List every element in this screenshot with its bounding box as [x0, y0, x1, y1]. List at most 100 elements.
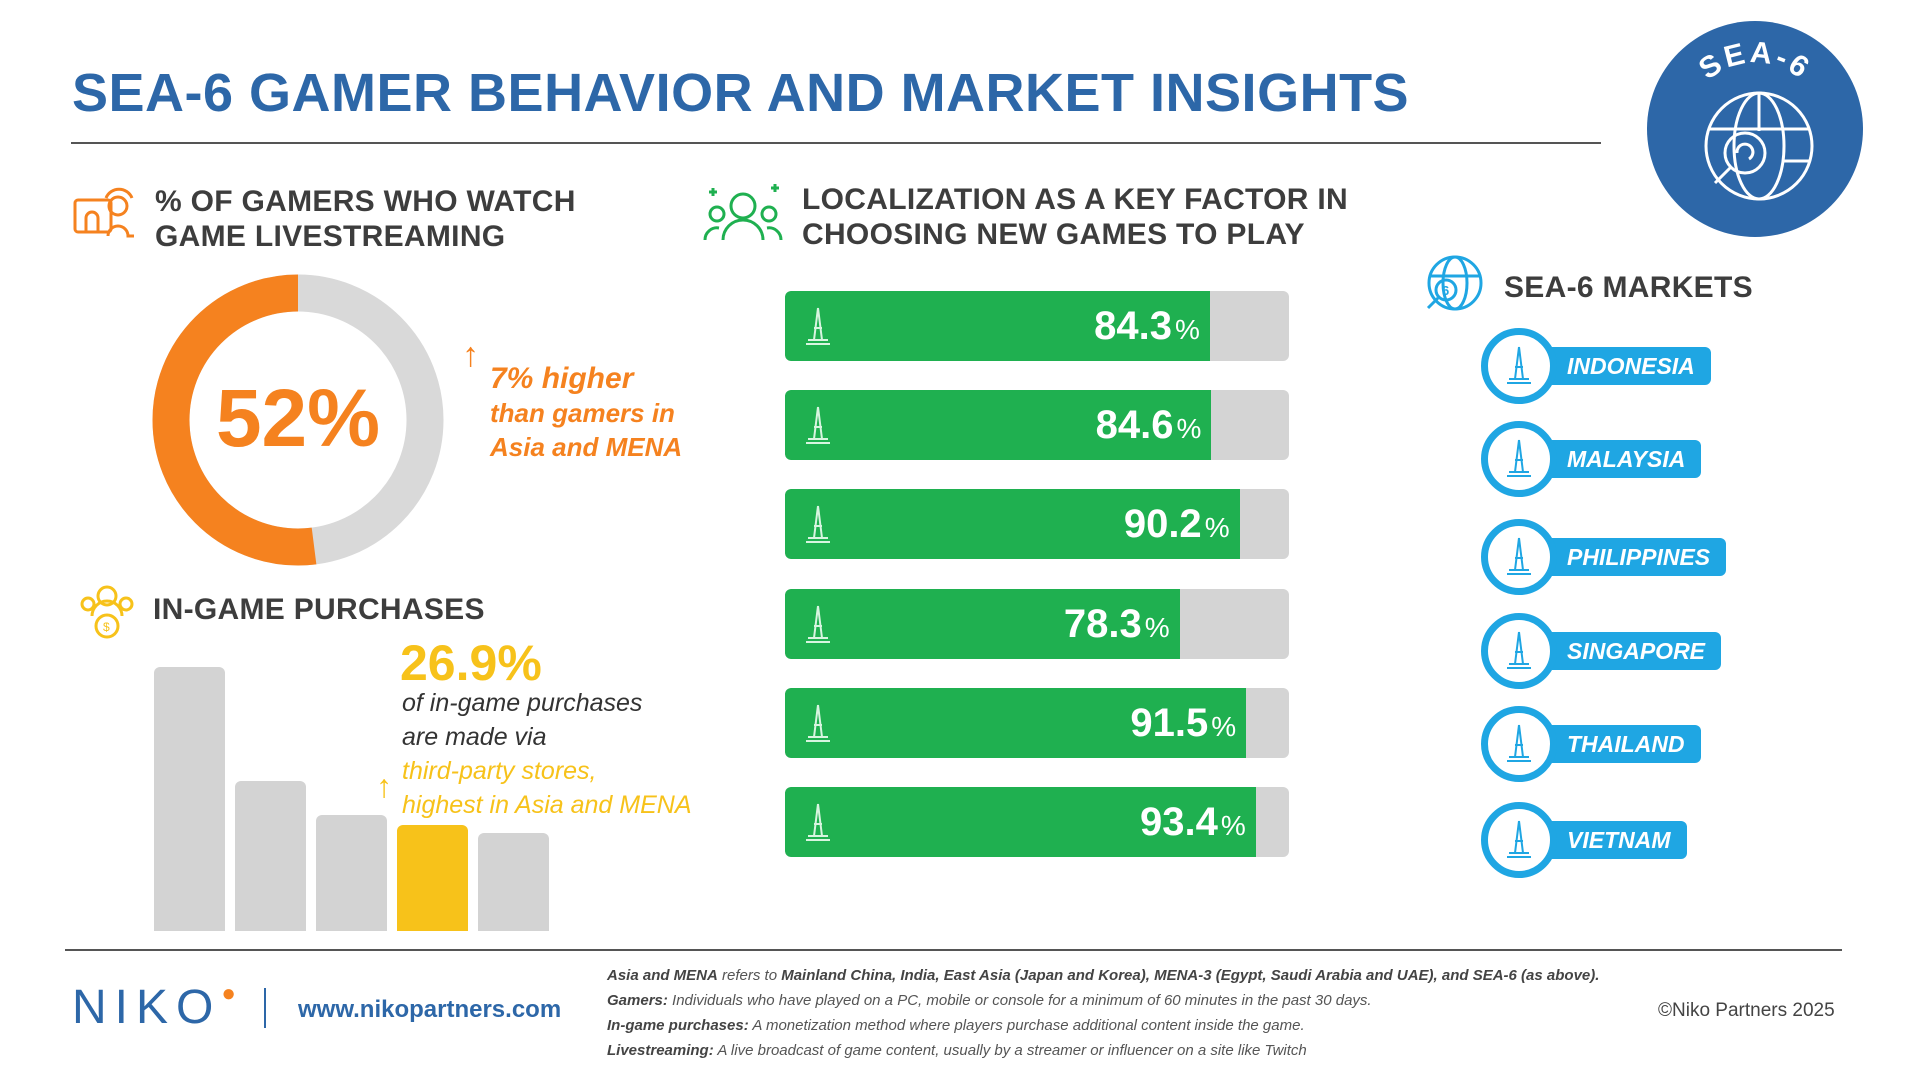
marina-bay-sands-icon [1481, 613, 1557, 689]
purchases-bar [235, 780, 306, 931]
footer-note: Gamers: Individuals who have played on a… [607, 992, 1372, 1009]
pagoda-icon [1481, 802, 1557, 878]
market-label: PHILIPPINES [1531, 538, 1727, 576]
livestream-icon [73, 187, 134, 238]
value-number: 84.3 [1094, 304, 1172, 348]
shrine-icon [1481, 519, 1557, 595]
purchases-note-line: are made via [402, 723, 547, 751]
market-label: INDONESIA [1531, 347, 1711, 385]
value-number: 90.2 [1123, 502, 1202, 547]
logo-dot: ● [221, 980, 244, 1007]
footer-divider [65, 949, 1842, 951]
sea6-globe-icon: SEA-6 [1647, 21, 1863, 237]
note-term: In-game purchases: [607, 1017, 749, 1034]
market-label: MALAYSIA [1531, 440, 1702, 478]
marina-bay-sands-icon [806, 605, 830, 643]
localization-bar-fill [785, 489, 1240, 560]
purchases-value: 26.9% [400, 635, 542, 691]
percent-sign: % [1220, 810, 1246, 841]
title-divider [71, 142, 1601, 144]
livestream-note-line: Asia and MENA [490, 432, 683, 462]
pagoda-icon [806, 803, 830, 841]
monas-icon [1481, 328, 1557, 404]
note-text: Individuals who have played on a PC, mob… [667, 992, 1372, 1009]
localization-bar-thailand: 91.5% [785, 687, 1289, 758]
livestream-value: 52% [215, 373, 381, 464]
up-arrow-icon: ↑ [462, 336, 479, 374]
percent-sign: % [1144, 611, 1170, 643]
purchases-bar-highlight [397, 825, 468, 931]
localization-bar-philippines: 90.2% [785, 489, 1289, 560]
localization-bar-vietnam: 93.4% [785, 787, 1289, 857]
localization-bar-fill [785, 588, 1180, 659]
page-title: SEA-6 GAMER BEHAVIOR AND MARKET INSIGHTS [72, 63, 1410, 123]
localization-value: 93.4% [785, 787, 1256, 857]
purchases-note: of in-game purchases are made via third-… [402, 686, 692, 822]
note-text: refers to [717, 967, 782, 984]
footer-note: Livestreaming: A live broadcast of game … [607, 1042, 1307, 1059]
people-speech-icon [703, 184, 783, 241]
localization-heading: LOCALIZATION AS A KEY FACTOR IN CHOOSING… [802, 182, 1348, 252]
purchases-note-highlight: highest in Asia and MENA [402, 791, 692, 819]
livestream-heading-line1: % OF GAMERS WHO WATCH [155, 185, 576, 218]
purchases-note-highlight: third-party stores, [402, 757, 597, 785]
localization-bar-fill [785, 687, 1247, 758]
petronas-towers-icon [1481, 421, 1557, 497]
localization-bar-fill [785, 291, 1210, 361]
note-term: Livestreaming: [607, 1042, 714, 1059]
livestream-note-highlight: 7% higher [490, 362, 634, 395]
svg-text:$: $ [103, 620, 110, 634]
footer-note: In-game purchases: A monetization method… [607, 1017, 1305, 1034]
localization-bar-fill [785, 390, 1212, 461]
niko-logo-text: NIKO [72, 981, 222, 1034]
livestream-note-line: than gamers in [490, 398, 675, 428]
logo-separator [264, 988, 266, 1028]
market-label: SINGAPORE [1531, 632, 1722, 670]
localization-value: 90.2% [785, 489, 1240, 559]
livestream-heading-line2: GAME LIVESTREAMING [155, 220, 506, 253]
localization-heading-line1: LOCALIZATION AS A KEY FACTOR IN [802, 183, 1348, 216]
localization-value: 84.6% [785, 390, 1211, 460]
localization-bar-singapore: 78.3% [785, 588, 1289, 659]
wat-arun-icon [1481, 706, 1557, 782]
percent-sign: % [1211, 710, 1237, 742]
livestream-heading: % OF GAMERS WHO WATCH GAME LIVESTREAMING [155, 184, 576, 254]
percent-sign: % [1176, 413, 1202, 445]
value-number: 91.5 [1130, 700, 1209, 745]
localization-heading-line2: CHOOSING NEW GAMES TO PLAY [802, 218, 1305, 251]
percent-sign: % [1204, 512, 1230, 544]
niko-logo: NIKO● [72, 980, 244, 1035]
note-text: A monetization method where players purc… [748, 1017, 1305, 1034]
shrine-icon [806, 506, 830, 544]
livestream-note: 7% higher than gamers in Asia and MENA [490, 362, 682, 464]
note-term: Asia and MENA [607, 967, 718, 984]
markets-heading: SEA-6 MARKETS [1504, 271, 1753, 304]
percent-sign: % [1174, 314, 1200, 345]
localization-bar-indonesia: 84.3% [785, 291, 1289, 361]
market-label: THAILAND [1531, 725, 1701, 763]
wat-arun-icon [806, 704, 830, 742]
localization-value: 84.3% [785, 291, 1210, 361]
donut-slice-watch [152, 274, 444, 566]
localization-value: 78.3% [785, 589, 1180, 659]
copyright: ©Niko Partners 2025 [1658, 1000, 1835, 1021]
monas-icon [806, 307, 830, 345]
svg-text:6: 6 [1442, 283, 1449, 298]
up-arrow-icon: ↑ [376, 768, 392, 804]
website-link[interactable]: www.nikopartners.com [298, 996, 562, 1023]
purchases-bar [478, 833, 549, 931]
localization-value: 91.5% [785, 688, 1246, 758]
sea6-badge: SEA-6 [1647, 21, 1863, 237]
globe-six-icon: 6 [1426, 255, 1483, 311]
coin-people-icon: $ [80, 585, 134, 639]
livestream-donut-chart [152, 274, 444, 566]
purchases-note-line: of in-game purchases [402, 689, 643, 717]
purchases-heading: IN-GAME PURCHASES [153, 593, 485, 626]
value-number: 78.3 [1063, 601, 1142, 646]
petronas-towers-icon [806, 407, 830, 445]
footer-note: Asia and MENA refers to Mainland China, … [607, 967, 1599, 984]
note-rest: Mainland China, India, East Asia (Japan … [781, 967, 1600, 984]
purchases-bar [316, 814, 387, 931]
note-term: Gamers: [607, 992, 668, 1009]
note-text: A live broadcast of game content, usuall… [713, 1042, 1307, 1059]
